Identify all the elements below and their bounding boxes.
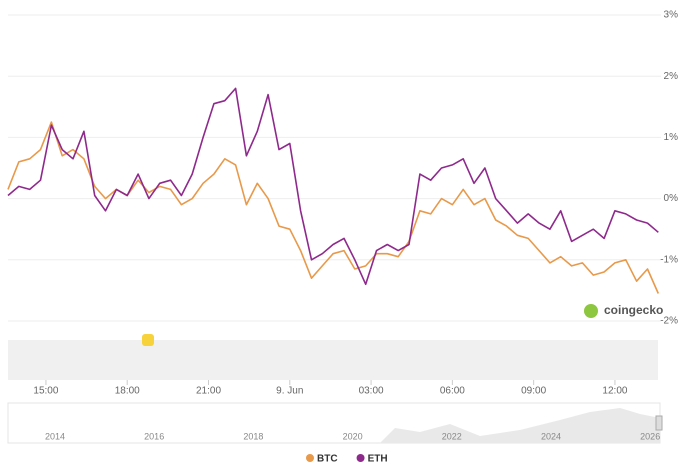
event-marker[interactable] [142,334,154,346]
navigator-handle[interactable] [655,415,663,431]
y-tick-label: 0% [664,193,679,204]
x-tick-label: 15:00 [33,386,58,397]
legend-marker[interactable] [306,454,314,462]
navigator-label: 2020 [343,431,363,441]
watermark: coingecko [604,303,663,317]
y-tick-label: -1% [660,254,678,265]
legend-marker[interactable] [356,454,365,462]
legend-label[interactable]: BTC [317,454,338,465]
navigator-label: 2022 [442,431,462,441]
series-line [7,121,660,294]
y-tick-label: 2% [664,71,679,82]
series-line [7,87,659,286]
navigator-label: 2018 [243,431,263,441]
x-tick-label: 12:00 [602,386,627,397]
x-tick-label: 03:00 [359,386,384,397]
navigator-label: 2016 [144,431,164,441]
y-tick-label: 1% [664,132,679,143]
x-tick-label: 06:00 [440,386,465,397]
x-tick-label: 18:00 [115,386,140,397]
x-tick-label: 09:00 [521,386,546,397]
legend-label[interactable]: ETH [368,454,388,465]
watermark-logo [584,304,598,318]
navigator-label: 2026 [640,431,660,441]
y-tick-label: 3% [664,10,679,21]
volume-band [8,340,658,380]
navigator-area [8,408,660,443]
navigator-label: 2024 [541,431,561,441]
x-tick-label: 9. Jun [276,386,303,397]
x-tick-label: 21:00 [196,386,221,397]
navigator-label: 2014 [45,431,65,441]
y-tick-label: -2% [660,316,678,327]
